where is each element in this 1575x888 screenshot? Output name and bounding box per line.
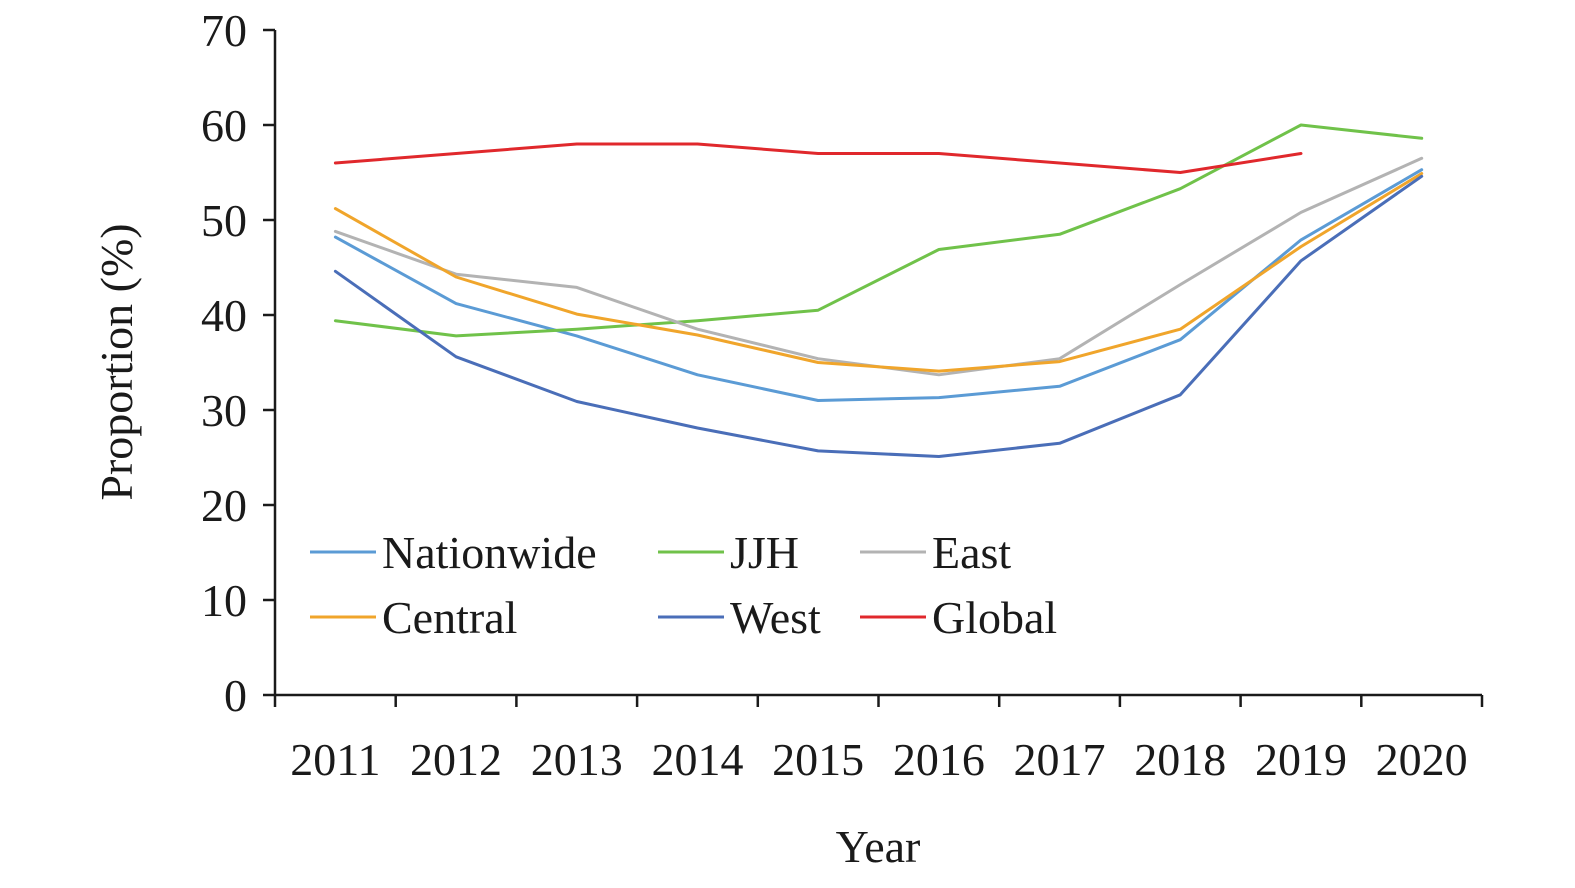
y-tick-label: 10 xyxy=(201,575,247,626)
y-tick-label: 50 xyxy=(201,195,247,246)
legend-label-global: Global xyxy=(932,592,1057,643)
series-line-nationwide xyxy=(333,168,1424,402)
y-tick-label: 0 xyxy=(224,670,247,721)
x-axis-title: Year xyxy=(836,821,921,872)
x-tick-label: 2011 xyxy=(290,734,380,785)
x-tick-label: 2012 xyxy=(410,734,502,785)
series-line-global xyxy=(333,142,1303,174)
x-tick-label: 2014 xyxy=(651,734,743,785)
y-tick-label: 60 xyxy=(201,100,247,151)
y-tick-label: 20 xyxy=(201,480,247,531)
x-tick-label: 2020 xyxy=(1376,734,1468,785)
x-tick-label: 2016 xyxy=(893,734,985,785)
legend-label-east: East xyxy=(932,527,1011,578)
legend-label-jjh: JJH xyxy=(730,527,799,578)
series-line-central xyxy=(333,172,1424,373)
y-tick-label: 40 xyxy=(201,290,247,341)
legend-label-west: West xyxy=(730,592,821,643)
x-axis-ticks: 2011 2012 2013 2014 2015 2016 2017 2018 2019 2020 xyxy=(273,695,1484,785)
legend-label-nationwide: Nationwide xyxy=(382,527,597,578)
y-axis-title: Proportion (%) xyxy=(91,223,142,500)
series-lines xyxy=(333,123,1424,458)
x-tick-label: 2015 xyxy=(772,734,864,785)
x-tick-label: 2017 xyxy=(1014,734,1106,785)
series-line-west xyxy=(333,174,1424,458)
y-tick-label: 30 xyxy=(201,385,247,436)
series-line-east xyxy=(333,156,1424,377)
series-line-jjh xyxy=(333,123,1424,338)
y-axis-ticks: 0 10 20 30 40 50 60 70 xyxy=(201,5,275,721)
legend: Nationwide JJH East Central West Global xyxy=(310,527,1057,643)
x-tick-label: 2018 xyxy=(1134,734,1226,785)
y-tick-label: 70 xyxy=(201,5,247,56)
legend-label-central: Central xyxy=(382,592,517,643)
x-tick-label: 2019 xyxy=(1255,734,1347,785)
x-tick-label: 2013 xyxy=(531,734,623,785)
